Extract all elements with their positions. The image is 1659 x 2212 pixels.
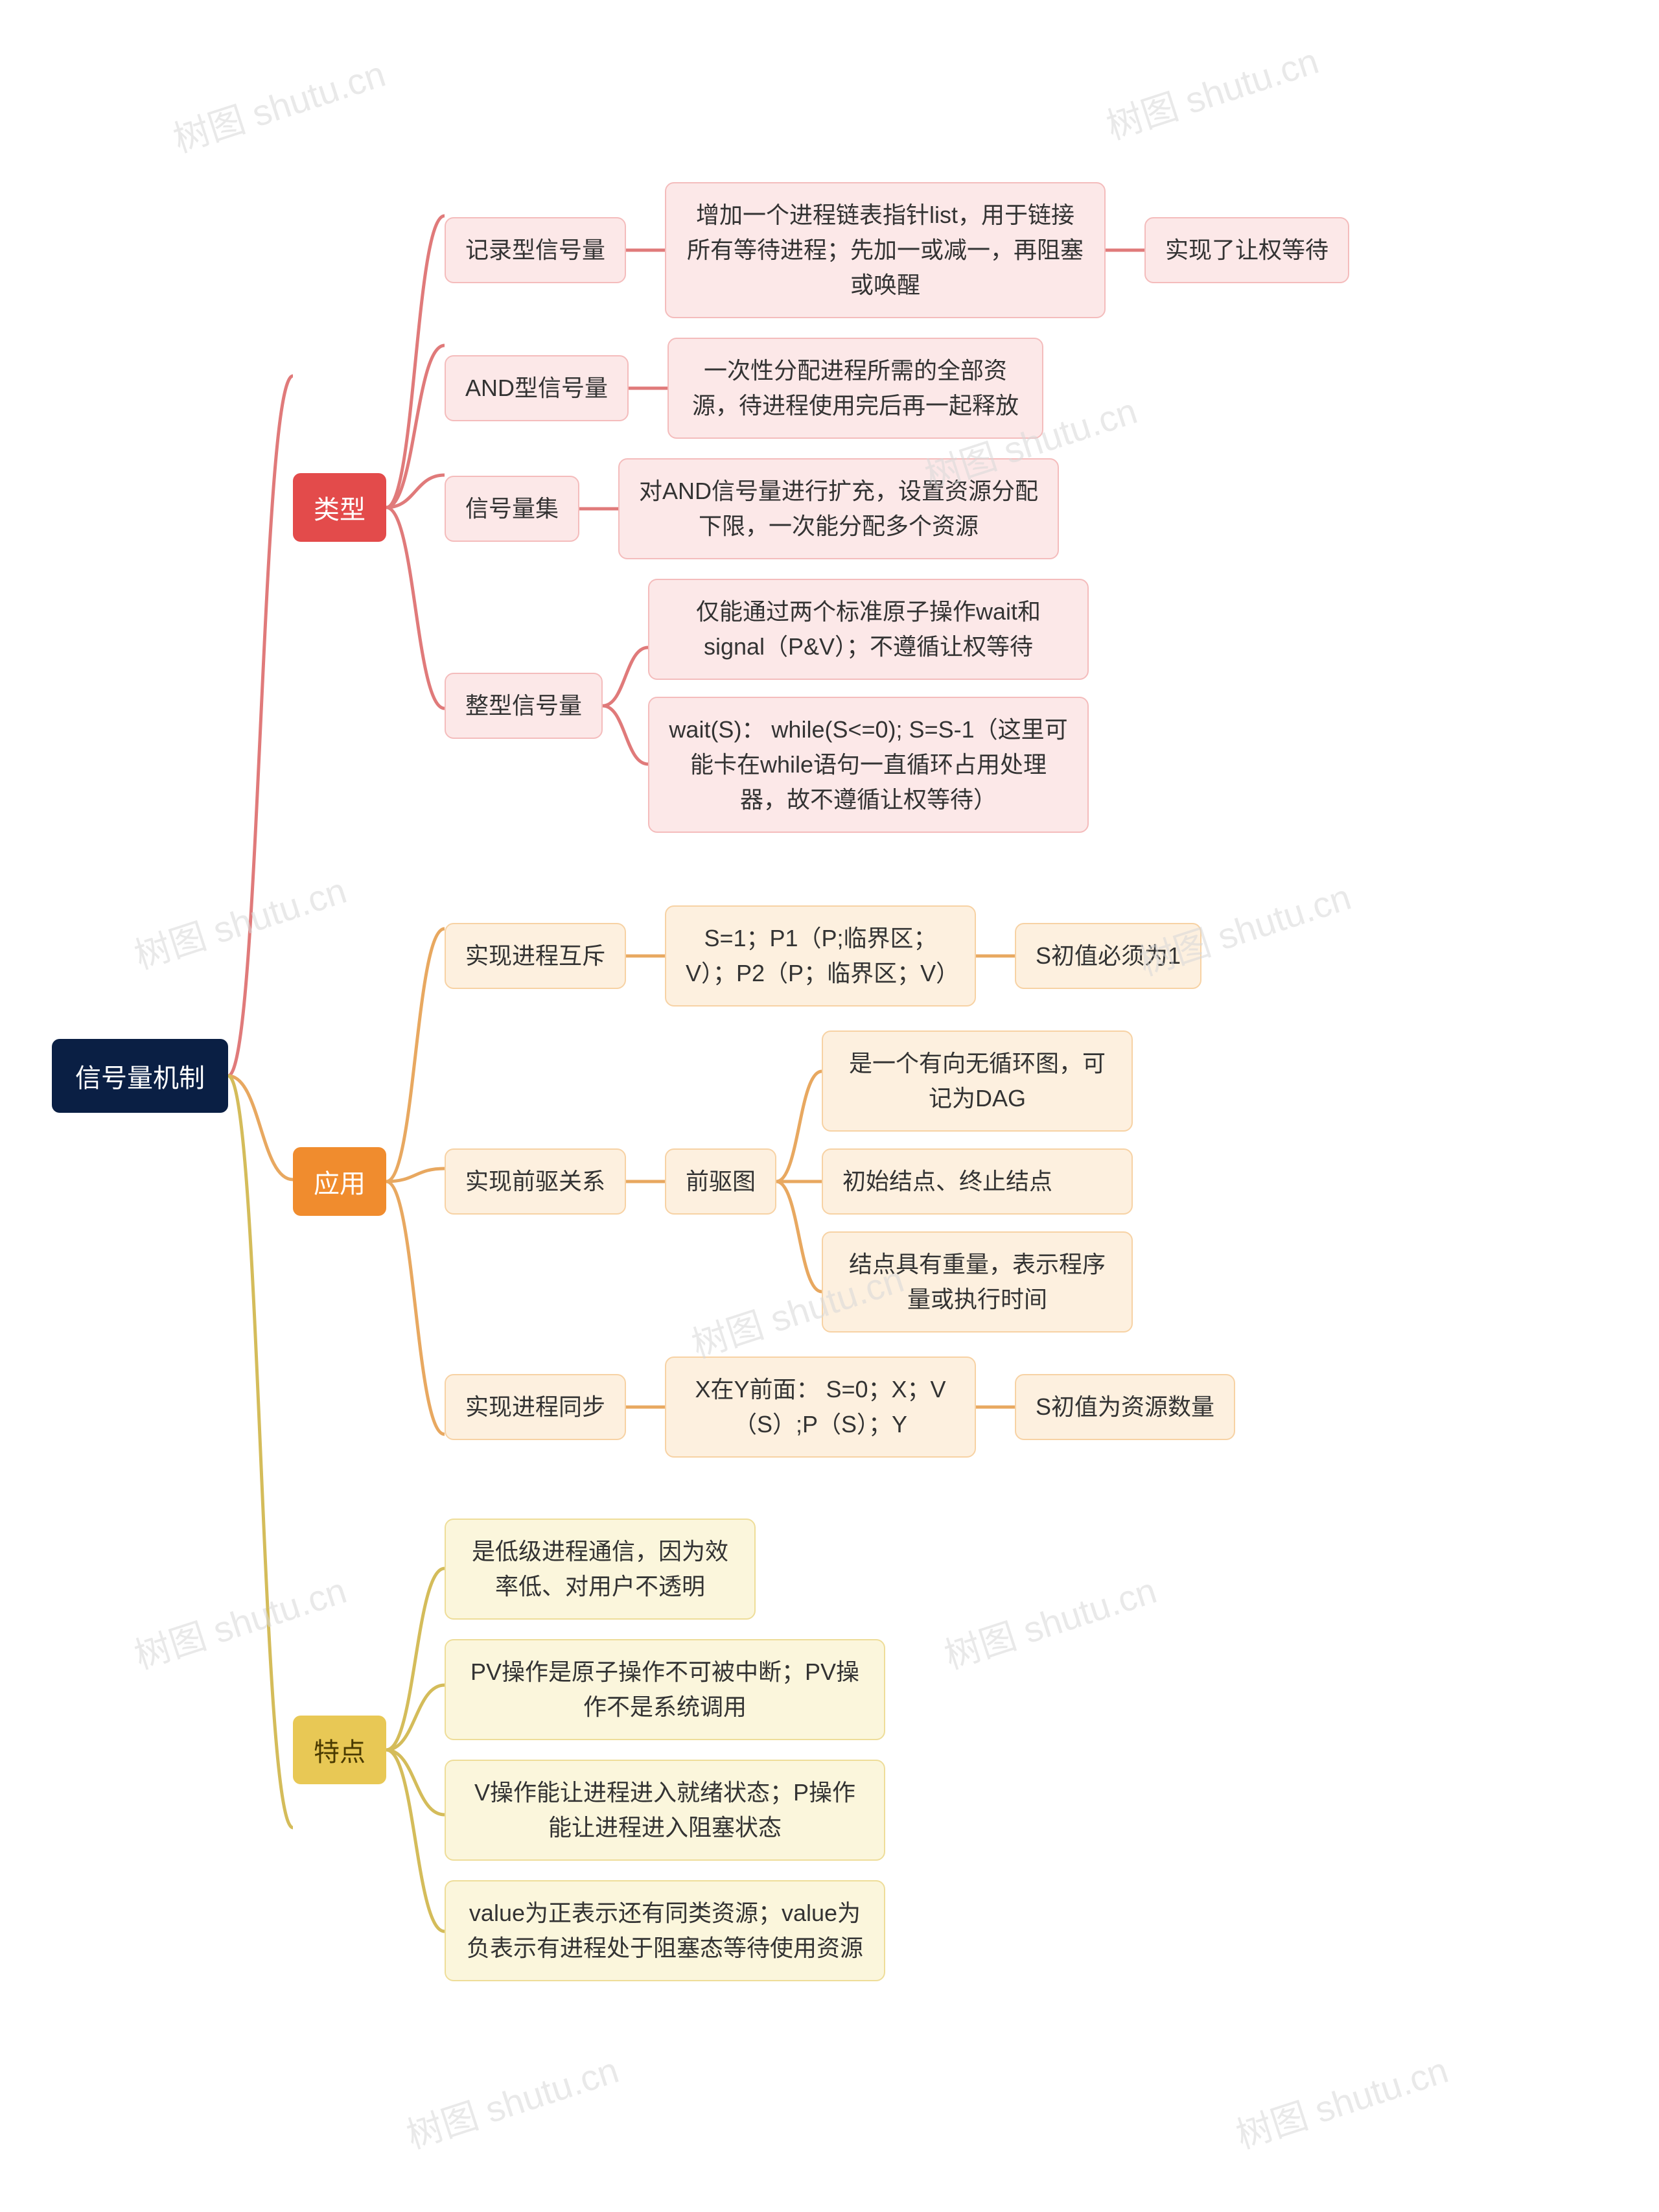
node-dag-1: 是一个有向无循环图，可记为DAG (822, 1030, 1133, 1132)
types-fan (386, 170, 445, 844)
mindmap: 信号量机制 类型 记录型信号量 增加一个进程链表指针list，用于链接所有等待进… (52, 39, 1633, 2113)
types-int-row: 整型信号量 仅能通过两个标准原子操作wait和signal（P&V）；不遵循让权… (445, 579, 1349, 833)
dag-children: 是一个有向无循环图，可记为DAG 初始结点、终止结点 结点具有重量，表示程序量或… (822, 1030, 1133, 1333)
conn (579, 506, 618, 512)
types-set-row: 信号量集 对AND信号量进行扩充，设置资源分配下限，一次能分配多个资源 (445, 458, 1349, 559)
node-and: AND型信号量 (445, 355, 629, 421)
node-and-desc: 一次性分配进程所需的全部资源，待进程使用完后再一起释放 (667, 338, 1043, 439)
node-record-desc: 增加一个进程链表指针list，用于链接所有等待进程；先加一或减一，再阻塞或唤醒 (665, 182, 1106, 318)
conn (626, 1404, 665, 1410)
node-sync-res: S初值为资源数量 (1015, 1374, 1235, 1440)
node-int: 整型信号量 (445, 673, 603, 739)
branch-features: 特点 是低级进程通信，因为效率低、对用户不透明 PV操作是原子操作不可被中断；P… (293, 1519, 1349, 1981)
conn (626, 1178, 665, 1185)
node-feat-4: value为正表示还有同类资源；value为负表示有进程处于阻塞态等待使用资源 (445, 1880, 885, 1981)
features-children: 是低级进程通信，因为效率低、对用户不透明 PV操作是原子操作不可被中断；PV操作… (445, 1519, 885, 1981)
root-connector (228, 39, 293, 2113)
node-dag-3: 结点具有重量，表示程序量或执行时间 (822, 1231, 1133, 1333)
node-sync: 实现进程同步 (445, 1374, 626, 1440)
cat-apps: 应用 (293, 1147, 386, 1216)
conn (976, 1404, 1015, 1410)
types-record-row: 记录型信号量 增加一个进程链表指针list，用于链接所有等待进程；先加一或减一，… (445, 182, 1349, 318)
node-sync-desc: X在Y前面： S=0；X；V（S）;P（S）；Y (665, 1356, 976, 1458)
conn (603, 602, 648, 809)
node-precede: 实现前驱关系 (445, 1148, 626, 1215)
node-feat-1: 是低级进程通信，因为效率低、对用户不透明 (445, 1519, 756, 1620)
types-children: 记录型信号量 增加一个进程链表指针list，用于链接所有等待进程；先加一或减一，… (445, 182, 1349, 833)
node-dag-2: 初始结点、终止结点 (822, 1148, 1133, 1215)
conn (626, 953, 665, 959)
root-node: 信号量机制 (52, 1039, 228, 1113)
cat-types: 类型 (293, 473, 386, 542)
branch-types: 类型 记录型信号量 增加一个进程链表指针list，用于链接所有等待进程；先加一或… (293, 170, 1349, 844)
apps-mutex-row: 实现进程互斥 S=1；P1（P;临界区；V）；P2（P；临界区；V） S初值必须… (445, 905, 1235, 1007)
features-fan (386, 1523, 445, 1977)
int-children: 仅能通过两个标准原子操作wait和signal（P&V）；不遵循让权等待 wai… (648, 579, 1089, 833)
node-mutex-res: S初值必须为1 (1015, 923, 1201, 989)
conn (976, 953, 1015, 959)
branches: 类型 记录型信号量 增加一个进程链表指针list，用于链接所有等待进程；先加一或… (293, 170, 1349, 1981)
node-int-desc1: 仅能通过两个标准原子操作wait和signal（P&V）；不遵循让权等待 (648, 579, 1089, 680)
conn (626, 247, 665, 253)
node-record-result: 实现了让权等待 (1144, 217, 1349, 283)
apps-sync-row: 实现进程同步 X在Y前面： S=0；X；V（S）;P（S）；Y S初值为资源数量 (445, 1356, 1235, 1458)
node-int-desc2: wait(S)： while(S<=0); S=S-1（这里可能卡在while语… (648, 697, 1089, 833)
node-feat-3: V操作能让进程进入就绪状态；P操作能让进程进入阻塞状态 (445, 1760, 885, 1861)
types-and-row: AND型信号量 一次性分配进程所需的全部资源，待进程使用完后再一起释放 (445, 338, 1349, 439)
node-record: 记录型信号量 (445, 217, 626, 283)
apps-fan (386, 883, 445, 1480)
apps-children: 实现进程互斥 S=1；P1（P;临界区；V）；P2（P；临界区；V） S初值必须… (445, 905, 1235, 1458)
node-mutex-desc: S=1；P1（P;临界区；V）；P2（P；临界区；V） (665, 905, 976, 1007)
branch-apps: 应用 实现进程互斥 S=1；P1（P;临界区；V）；P2（P；临界区；V） S初… (293, 883, 1349, 1480)
conn (629, 385, 667, 391)
node-mutex: 实现进程互斥 (445, 923, 626, 989)
conn (1106, 247, 1144, 253)
node-set: 信号量集 (445, 476, 579, 542)
cat-features: 特点 (293, 1716, 386, 1784)
node-feat-2: PV操作是原子操作不可被中断；PV操作不是系统调用 (445, 1639, 885, 1740)
conn (776, 1026, 822, 1337)
node-dag: 前驱图 (665, 1148, 776, 1215)
apps-precede-row: 实现前驱关系 前驱图 是一个有向无循环图，可记为DAG 初始结点、终止结点 结点… (445, 1026, 1235, 1337)
node-set-desc: 对AND信号量进行扩充，设置资源分配下限，一次能分配多个资源 (618, 458, 1059, 559)
